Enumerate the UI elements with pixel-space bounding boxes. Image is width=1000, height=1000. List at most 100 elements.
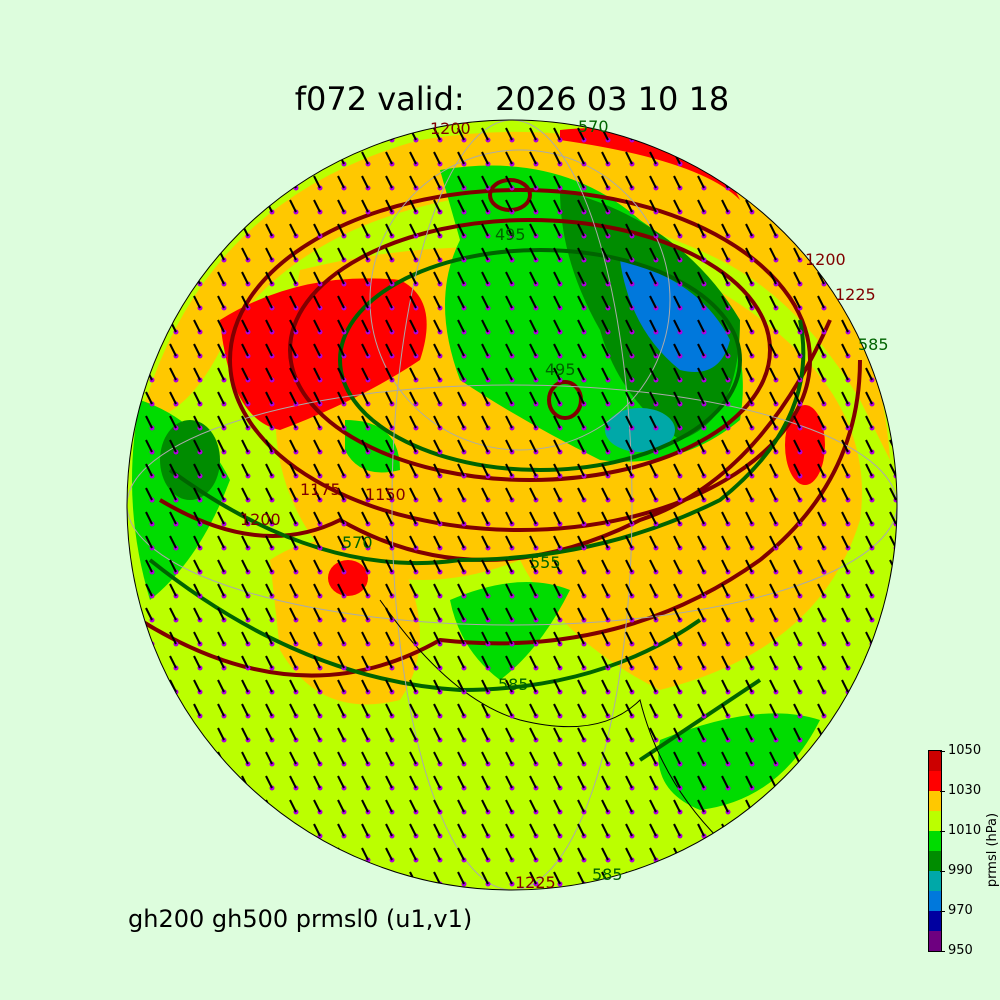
wind-barb: [505, 391, 513, 405]
barb-point: [893, 161, 897, 167]
wind-barb: [697, 343, 705, 357]
wind-barb: [673, 727, 681, 741]
wind-barb: [793, 487, 801, 501]
wind-barb: [145, 871, 153, 885]
wind-barb: [601, 199, 609, 213]
wind-barb: [601, 775, 609, 789]
contour-label: 1200: [430, 119, 471, 138]
wind-barb: [409, 511, 417, 525]
barb-point: [797, 209, 803, 215]
wind-barb: [337, 607, 345, 621]
wind-barb: [433, 343, 441, 357]
wind-barb: [409, 439, 417, 453]
barb-point: [149, 833, 155, 839]
wind-barb: [313, 871, 321, 885]
wind-barb: [553, 511, 561, 525]
wind-barb: [217, 343, 225, 357]
wind-barb: [169, 127, 177, 141]
colorbar-segment: [929, 851, 941, 871]
wind-barb: [769, 487, 777, 501]
wind-barb: [865, 655, 873, 669]
wind-barb: [673, 751, 681, 765]
wind-barb: [289, 847, 297, 861]
wind-barb: [697, 535, 705, 549]
wind-barb: [673, 487, 681, 501]
wind-barb: [457, 463, 465, 477]
wind-barb: [601, 823, 609, 837]
wind-barb: [529, 871, 537, 885]
barb-point: [773, 857, 779, 863]
wind-barb: [745, 847, 753, 861]
wind-barb: [673, 799, 681, 813]
wind-barb: [841, 439, 849, 453]
wind-barb: [817, 775, 825, 789]
wind-barb: [865, 463, 873, 477]
wind-barb: [409, 799, 417, 813]
wind-barb: [313, 511, 321, 525]
wind-barb: [457, 751, 465, 765]
wind-barb: [505, 271, 513, 285]
wind-barb: [169, 391, 177, 405]
wind-barb: [481, 439, 489, 453]
wind-barb: [265, 415, 273, 429]
barb-point: [869, 881, 875, 887]
wind-barb: [817, 511, 825, 525]
wind-barb: [193, 463, 201, 477]
barb-point: [197, 161, 203, 167]
wind-barb: [505, 847, 513, 861]
wind-barb: [889, 823, 897, 837]
wind-barb: [601, 415, 609, 429]
wind-barb: [457, 799, 465, 813]
wind-barb: [817, 487, 825, 501]
wind-barb: [889, 415, 897, 429]
wind-barb: [865, 583, 873, 597]
wind-barb: [697, 271, 705, 285]
wind-barb: [601, 271, 609, 285]
wind-barb: [529, 343, 537, 357]
wind-barb: [265, 679, 273, 693]
wind-barb: [289, 463, 297, 477]
wind-barb: [313, 391, 321, 405]
wind-barb: [865, 535, 873, 549]
wind-barb: [625, 799, 633, 813]
wind-barb: [385, 559, 393, 573]
barb-point: [149, 257, 155, 263]
wind-barb: [505, 511, 513, 525]
wind-barb: [385, 727, 393, 741]
wind-barb: [217, 583, 225, 597]
wind-barb: [289, 247, 297, 261]
wind-barb: [433, 295, 441, 309]
wind-barb: [433, 847, 441, 861]
wind-barb: [553, 847, 561, 861]
wind-barb: [865, 679, 873, 693]
wind-barb: [433, 583, 441, 597]
contour-label: 1225: [515, 873, 556, 892]
wind-barb: [433, 823, 441, 837]
wind-barb: [217, 559, 225, 573]
barb-point: [245, 137, 251, 143]
wind-barb: [553, 439, 561, 453]
wind-barb: [745, 151, 753, 165]
wind-barb: [169, 367, 177, 381]
wind-barb: [577, 631, 585, 645]
barb-point: [149, 137, 155, 143]
wind-barb: [169, 751, 177, 765]
wind-barb: [625, 319, 633, 333]
wind-barb: [505, 703, 513, 717]
colorbar-tick: 1010: [939, 823, 982, 838]
wind-barb: [217, 391, 225, 405]
wind-barb: [553, 127, 561, 141]
wind-barb: [241, 583, 249, 597]
wind-barb: [649, 823, 657, 837]
wind-barb: [841, 223, 849, 237]
wind-barb: [145, 511, 153, 525]
wind-barb: [529, 151, 537, 165]
wind-barb: [433, 559, 441, 573]
wind-barb: [433, 775, 441, 789]
wind-barb: [313, 727, 321, 741]
wind-barb: [889, 751, 897, 765]
wind-barb: [793, 343, 801, 357]
wind-barb: [361, 607, 369, 621]
wind-barb: [841, 727, 849, 741]
wind-barb: [841, 319, 849, 333]
